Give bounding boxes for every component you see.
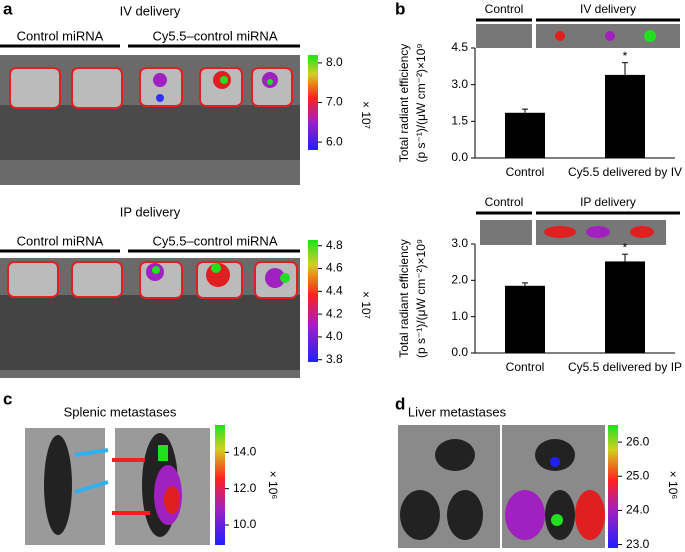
colorbar-unit: × 10⁷ xyxy=(359,101,373,129)
bar xyxy=(505,285,545,353)
y-axis-label: Total radiant efficiency xyxy=(397,239,411,358)
y-axis-label: (p s⁻¹)/(μW cm⁻²)×10⁹ xyxy=(414,43,428,162)
group-label: Cy5.5–control miRNA xyxy=(153,28,278,43)
x-tick-label: Cy5.5 delivered by IP xyxy=(568,360,682,374)
group-label: Cy5.5–control miRNA xyxy=(153,233,278,248)
annotation: * xyxy=(623,240,628,254)
panel-title: Liver metastases xyxy=(408,404,507,419)
y-tick-label: 0.0 xyxy=(451,345,468,359)
y-tick-label: 1.5 xyxy=(451,114,468,128)
x-tick-label: Cy5.5 delivered by IV xyxy=(568,165,682,179)
colorbar-unit: × 10⁶ xyxy=(666,471,680,500)
y-tick-label: 0.0 xyxy=(451,150,468,164)
panel-label: c xyxy=(3,389,12,408)
header-label: IP delivery xyxy=(580,195,636,209)
panel-title: IP delivery xyxy=(120,204,181,219)
image xyxy=(25,428,210,545)
annotation: * xyxy=(623,49,628,63)
colorbar xyxy=(608,425,618,548)
panel-label: d xyxy=(395,394,405,413)
colorbar-tick-label: 12.0 xyxy=(233,481,257,495)
image xyxy=(0,258,300,378)
colorbar-tick-label: 8.0 xyxy=(326,55,343,69)
colorbar xyxy=(308,55,318,150)
colorbar xyxy=(308,240,318,362)
colorbar-tick-label: 23.0 xyxy=(626,537,650,551)
header-label: Control xyxy=(485,2,524,16)
group-label: Control miRNA xyxy=(17,28,104,43)
y-axis-label: Total radiant efficiency xyxy=(397,44,411,163)
y-tick-label: 2.0 xyxy=(451,273,468,287)
x-tick-label: Control xyxy=(506,165,545,179)
colorbar-unit: × 10⁶ xyxy=(266,471,280,500)
y-tick-label: 3.0 xyxy=(451,77,468,91)
x-tick-label: Control xyxy=(506,360,545,374)
colorbar-tick-label: 26.0 xyxy=(626,434,650,448)
colorbar-tick-label: 25.0 xyxy=(626,468,650,482)
bar xyxy=(505,112,545,158)
bar xyxy=(605,74,645,158)
colorbar-tick-label: 4.8 xyxy=(326,238,343,252)
colorbar-tick-label: 10.0 xyxy=(233,517,257,531)
colorbar-tick-label: 7.0 xyxy=(326,95,343,109)
colorbar-tick-label: 24.0 xyxy=(626,503,650,517)
y-tick-label: 4.5 xyxy=(451,40,468,54)
colorbar-tick-label: 3.8 xyxy=(326,352,343,366)
panel-title: Splenic metastases xyxy=(64,404,177,419)
panel-title: IV delivery xyxy=(120,3,181,18)
y-tick-label: 1.0 xyxy=(451,309,468,323)
bar xyxy=(605,261,645,353)
image xyxy=(0,55,300,185)
panel-label: b xyxy=(395,0,405,18)
image xyxy=(398,425,605,548)
header-label: IV delivery xyxy=(580,2,636,16)
colorbar-tick-label: 4.6 xyxy=(326,261,343,275)
colorbar-tick-label: 4.2 xyxy=(326,306,343,320)
colorbar-tick-label: 6.0 xyxy=(326,134,343,148)
header-label: Control xyxy=(485,195,524,209)
colorbar-tick-label: 4.0 xyxy=(326,329,343,343)
colorbar-tick-label: 4.4 xyxy=(326,283,343,297)
panel-label: a xyxy=(3,0,13,18)
colorbar xyxy=(215,425,225,545)
y-axis-label: (p s⁻¹)/(μW cm⁻²)×10⁹ xyxy=(414,239,428,358)
group-label: Control miRNA xyxy=(17,233,104,248)
colorbar-unit: × 10⁷ xyxy=(359,291,373,319)
colorbar-tick-label: 14.0 xyxy=(233,444,257,458)
image xyxy=(476,24,680,245)
y-tick-label: 3.0 xyxy=(451,236,468,250)
